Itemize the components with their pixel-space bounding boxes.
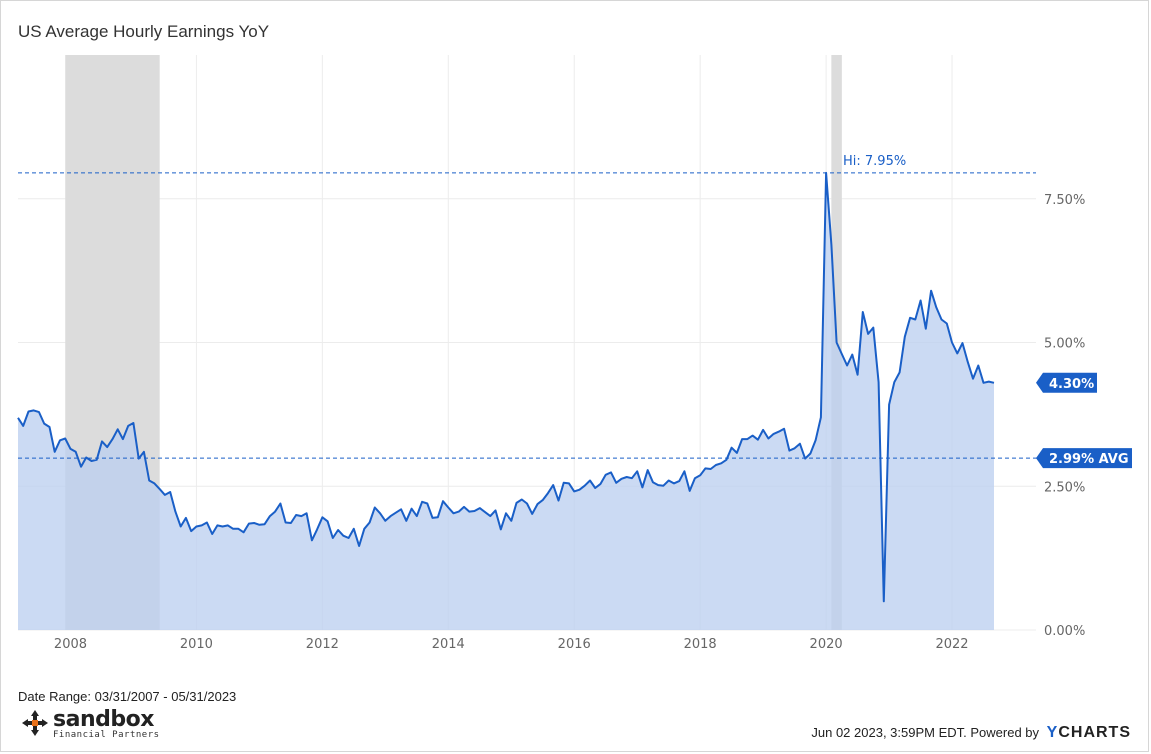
date-range: Date Range: 03/31/2007 - 05/31/2023	[18, 689, 237, 704]
last-value-label: 4.30%	[1049, 377, 1094, 392]
y-tick-label: 2.50%	[1044, 480, 1085, 495]
x-tick-label: 2008	[54, 637, 87, 652]
average-label: 2.99% AVG	[1049, 452, 1129, 467]
average-badge	[1036, 448, 1132, 469]
high-label: Hi: 7.95%	[843, 154, 906, 169]
footer-powered-by: Powered by	[970, 725, 1040, 740]
x-tick-label: 2016	[558, 637, 591, 652]
last-value-badge	[1036, 372, 1097, 393]
x-tick-label: 2010	[180, 637, 213, 652]
footer-credit: Jun 02 2023, 3:59PM EDT. Powered by YCHA…	[811, 724, 1131, 742]
x-tick-label: 2014	[432, 637, 465, 652]
series-line	[17, 171, 995, 603]
sandbox-logo: sandbox Financial Partners	[22, 707, 182, 742]
x-tick-label: 2018	[684, 637, 717, 652]
logo-subtitle: Financial Partners	[53, 730, 160, 740]
y-tick-label: 0.00%	[1044, 624, 1085, 639]
series-area	[18, 172, 994, 630]
y-tick-label: 5.00%	[1044, 337, 1085, 352]
logo-wordmark: sandbox	[53, 707, 154, 732]
x-tick-label: 2022	[935, 637, 968, 652]
ycharts-logo[interactable]: YCHARTS	[1046, 724, 1131, 741]
footer-timestamp: Jun 02 2023, 3:59PM EDT.	[811, 725, 967, 740]
compass-arrows-icon	[22, 710, 48, 736]
chart-title: US Average Hourly Earnings YoY	[18, 22, 270, 41]
x-tick-label: 2020	[810, 637, 843, 652]
x-tick-label: 2012	[306, 637, 339, 652]
y-tick-label: 7.50%	[1044, 193, 1085, 208]
